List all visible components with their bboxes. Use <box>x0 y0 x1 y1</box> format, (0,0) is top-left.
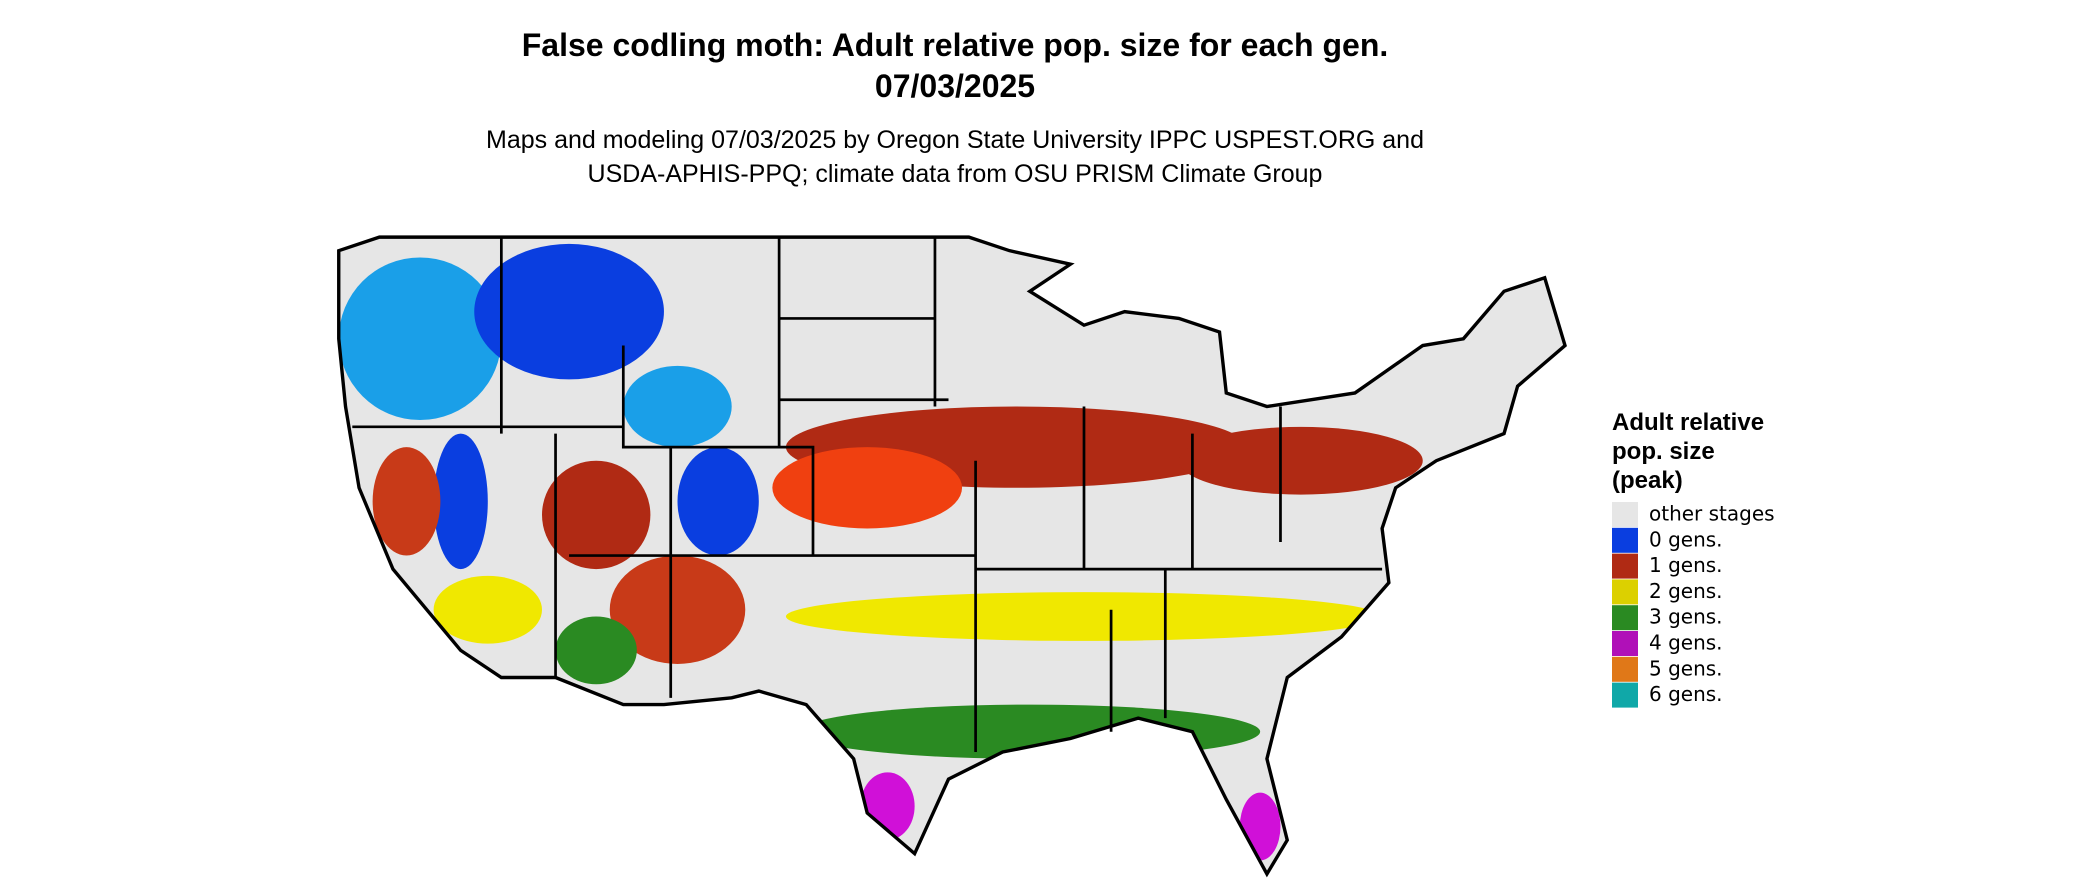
legend-swatch <box>1612 579 1638 605</box>
outline <box>337 235 1567 878</box>
title: False codling moth: Adult relative pop. … <box>522 27 1389 63</box>
legend-label: 3 gens. <box>1649 605 1723 629</box>
legend-swatch <box>1612 553 1638 579</box>
legend-title: (peak) <box>1612 467 1683 494</box>
legend-label: 1 gens. <box>1649 553 1723 577</box>
zones <box>338 243 1423 861</box>
legend-label: 2 gens. <box>1649 579 1723 603</box>
subtitle: Maps and modeling 07/03/2025 by Oregon S… <box>486 126 1424 154</box>
legend-label: other stages <box>1649 502 1775 526</box>
legend-title: Adult relative <box>1612 409 1764 436</box>
legend-swatch <box>1612 631 1638 656</box>
legend-swatch <box>1612 682 1638 708</box>
legend-swatch <box>1612 527 1638 553</box>
state-lines <box>352 237 1383 753</box>
legend-title: pop. size <box>1612 438 1715 465</box>
subtitle: USDA-APHIS-PPQ; climate data from OSU PR… <box>588 160 1323 188</box>
legend-label: 6 gens. <box>1649 682 1723 706</box>
legend-label: 5 gens. <box>1649 656 1723 680</box>
legend-label: 4 gens. <box>1649 631 1723 655</box>
legend-swatch <box>1612 656 1638 682</box>
legend-swatch <box>1612 605 1638 631</box>
legend-swatch <box>1612 502 1638 527</box>
title: 07/03/2025 <box>875 68 1035 104</box>
map <box>337 235 1567 878</box>
legend-label: 0 gens. <box>1649 527 1723 551</box>
